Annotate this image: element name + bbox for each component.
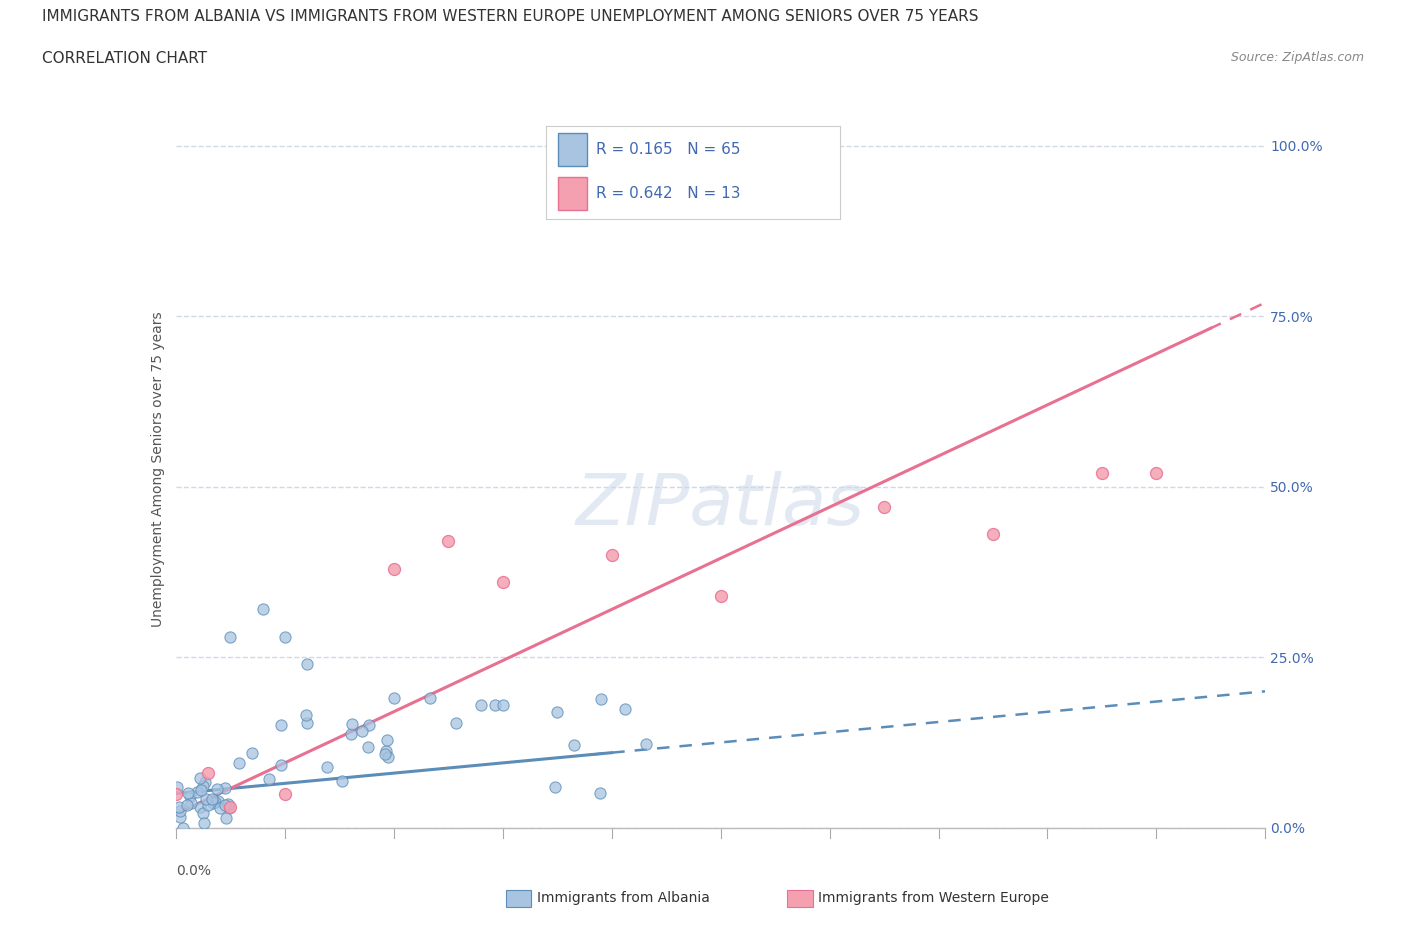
Point	[375, 743, 398, 758]
Point	[492, 575, 515, 590]
Point	[201, 791, 224, 806]
Point	[191, 778, 214, 793]
Point	[444, 716, 467, 731]
Point	[295, 708, 318, 723]
Point	[350, 724, 373, 738]
Point	[204, 794, 226, 809]
Point	[330, 774, 353, 789]
Point	[257, 772, 280, 787]
Point	[166, 780, 188, 795]
Point	[193, 816, 215, 830]
Point	[186, 784, 208, 799]
Point	[218, 801, 240, 816]
Point	[172, 820, 194, 835]
Point	[270, 717, 292, 732]
Point	[188, 800, 211, 815]
Point	[180, 795, 202, 810]
Point	[217, 797, 239, 812]
Point	[190, 782, 212, 797]
Point	[197, 797, 219, 812]
Point	[470, 698, 492, 712]
Point	[562, 737, 585, 752]
Point	[297, 715, 319, 730]
Point	[201, 795, 224, 810]
Point	[214, 798, 236, 813]
Point	[589, 692, 612, 707]
Point	[176, 798, 198, 813]
Point	[492, 698, 515, 712]
Point	[484, 698, 506, 713]
Point	[270, 757, 292, 772]
Point	[710, 589, 733, 604]
Point	[295, 657, 318, 671]
Point	[214, 781, 236, 796]
Point	[543, 779, 565, 794]
Point	[614, 702, 637, 717]
Point	[179, 789, 201, 804]
Text: Immigrants from Albania: Immigrants from Albania	[537, 891, 710, 906]
Point	[205, 781, 228, 796]
Point	[169, 804, 191, 818]
Text: Immigrants from Western Europe: Immigrants from Western Europe	[818, 891, 1049, 906]
Point	[194, 791, 217, 806]
Point	[377, 750, 399, 764]
Point	[190, 771, 212, 786]
Text: IMMIGRANTS FROM ALBANIA VS IMMIGRANTS FROM WESTERN EUROPE UNEMPLOYMENT AMONG SEN: IMMIGRANTS FROM ALBANIA VS IMMIGRANTS FR…	[42, 9, 979, 24]
Point	[219, 630, 242, 644]
Point	[228, 756, 250, 771]
Point	[165, 786, 187, 801]
Point	[873, 499, 896, 514]
Point	[588, 785, 610, 800]
Point	[600, 548, 623, 563]
Point	[382, 691, 405, 706]
Point	[437, 534, 460, 549]
Point	[240, 745, 263, 760]
Point	[375, 733, 398, 748]
Point	[219, 800, 242, 815]
Point	[274, 630, 297, 644]
Point	[1091, 466, 1114, 481]
Point	[981, 527, 1004, 542]
Point	[207, 793, 229, 808]
Y-axis label: Unemployment Among Seniors over 75 years: Unemployment Among Seniors over 75 years	[150, 312, 165, 628]
Point	[177, 786, 200, 801]
Point	[546, 704, 568, 719]
Point	[208, 801, 231, 816]
Point	[194, 775, 217, 790]
Point	[340, 726, 363, 741]
Point	[274, 786, 297, 801]
Point	[197, 765, 219, 780]
Text: CORRELATION CHART: CORRELATION CHART	[42, 51, 207, 66]
Point	[382, 561, 405, 576]
Point	[215, 810, 238, 825]
Point	[636, 737, 658, 751]
Point	[191, 805, 214, 820]
Point	[169, 809, 191, 824]
Point	[357, 740, 380, 755]
Point	[419, 691, 441, 706]
Point	[169, 800, 191, 815]
Point	[374, 747, 396, 762]
Text: ZIPatlas: ZIPatlas	[576, 471, 865, 540]
Point	[357, 717, 380, 732]
Text: Source: ZipAtlas.com: Source: ZipAtlas.com	[1230, 51, 1364, 64]
Point	[1144, 466, 1167, 481]
Text: 0.0%: 0.0%	[176, 863, 211, 878]
Point	[316, 760, 339, 775]
Point	[252, 602, 274, 617]
Point	[342, 717, 364, 732]
